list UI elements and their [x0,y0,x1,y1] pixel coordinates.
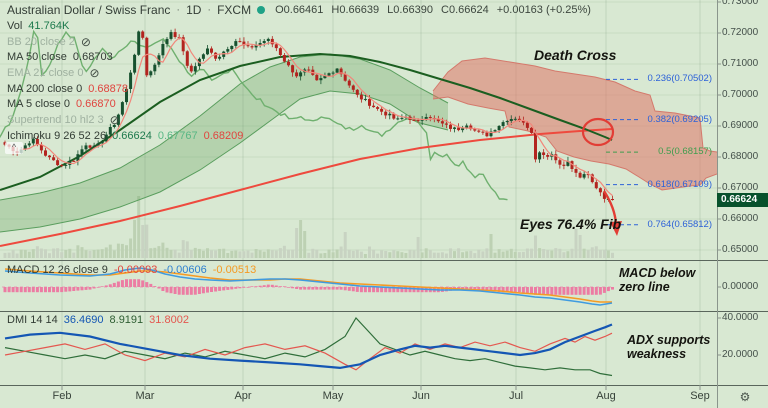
macd-note-annotation: MACD below zero line [619,266,696,294]
indicator-legend-row[interactable]: MA 50 close 0.68703 [7,49,243,65]
price-tick-label: 0.66000 [722,213,759,224]
indicator-legend-row[interactable]: DMI 14 14 36.4690 8.9191 31.8002 [7,312,189,328]
price-tick-label: 0.67000 [722,182,759,193]
indicator-label: MACD 12 26 close 9 [7,263,108,276]
indicator-value: 0.67767 [157,129,198,142]
candles [3,28,614,203]
price-tick-label: 0.65000 [722,244,759,255]
indicator-legend: Vol 41.764K BB 20 close 2 ⊘ MA 50 close 0.687… [7,18,243,144]
dmi-tick-label: 40.0000 [722,312,759,323]
price-tick-label: 0.69000 [722,120,759,131]
overlay-lines [0,29,613,247]
eyes-fib-annotation: Eyes 76.4% Fib [520,216,622,232]
fib-level-label: 0.5(0.68157) [658,146,712,158]
indicator-legend-row[interactable]: EMA 21 close 0 ⊘ [7,65,243,81]
fib-level-label: 0.236(0.70502) [647,73,712,85]
symbol-header: Australian Dollar / Swiss Franc · 1D · F… [7,3,591,17]
indicator-value: 41.764K [28,19,70,32]
month-label[interactable]: Aug [596,390,616,402]
indicator-legend-row[interactable]: MA 200 close 0 0.68878 [7,81,243,97]
close-value: C0.66624 [441,4,489,16]
low-value: L0.66390 [387,4,434,16]
indicator-label: MA 200 close 0 [7,82,83,95]
fib-retracement [606,78,640,226]
indicator-legend-row[interactable]: MA 5 close 0 0.66870 [7,96,243,112]
month-label[interactable]: Mar [135,390,155,402]
timeframe-selector[interactable]: 1D [186,3,202,17]
volume-bars [3,196,614,258]
change-value: +0.00163 (+0.25%) [496,4,591,16]
dmi-tick-label: 20.0000 [722,349,759,360]
ohlc-values: O0.66461 H0.66639 L0.66390 C0.66624 +0.0… [275,4,591,16]
indicator-value: 0.68209 [203,129,244,142]
month-label[interactable]: Sep [690,390,710,402]
indicator-label: MA 50 close [7,51,67,64]
month-label[interactable]: Feb [52,390,72,402]
macd-pane [2,267,614,306]
price-tick-label: 0.68000 [722,151,759,162]
exchange-label[interactable]: FXCM [217,3,252,17]
adx-note-annotation: ADX supports weakness [627,333,711,361]
indicator-label: Vol [7,19,23,32]
death-cross-annotation: Death Cross [534,47,617,63]
indicator-legend-row[interactable]: BB 20 close 2 ⊘ [7,34,243,50]
macd-zero-label: 0.00000 [722,281,759,292]
indicator-legend-row[interactable]: Supertrend 10 hl2 3 ⊘ [7,112,243,128]
price-tick-label: 0.71000 [722,58,759,69]
indicator-value: -0.00606 [163,263,207,276]
indicator-value: 0.66624 [112,129,152,142]
legend-collapse-button[interactable]: ^ [5,142,23,154]
fib-level-label: 0.382(0.69205) [647,113,712,125]
price-tick-label: 0.70000 [722,89,759,100]
price-axis[interactable]: 0.73000 0.72000 0.71000 0.70000 0.69000 0.680… [717,0,768,385]
indicator-label: MA 5 close 0 [7,98,70,111]
annotation-shapes [581,117,622,236]
indicator-value: 0.68703 [72,51,113,64]
indicator-value: 8.9191 [109,313,144,326]
indicator-value: 36.4690 [63,313,104,326]
indicator-label: Supertrend 10 hl2 3 [7,113,104,126]
settings-gear-icon[interactable]: ⚙ [739,390,751,404]
fib-level-label: 0.764(0.65812) [647,218,712,230]
indicator-legend-row[interactable]: Ichimoku 9 26 52 26 0.66624 0.67767 0.68209 [7,128,243,144]
month-label[interactable]: Jul [508,390,524,402]
macd-legend: MACD 12 26 close 9 -0.00093 -0.00606 -0.005… [7,262,256,278]
indicator-value: 31.8002 [149,313,189,326]
last-price-tag: 0.66624 [717,193,768,207]
death-cross-circle [581,117,615,147]
indicator-label: DMI 14 14 [7,313,58,326]
down-arrow-icon [602,190,618,225]
ichimoku-cloud [0,53,717,233]
indicator-legend-row[interactable]: Vol 41.764K [7,18,243,34]
time-axis[interactable]: Feb Mar Apr May Jun Jul Aug Sep ⚙ [0,385,768,408]
fib-level-label: 0.618(0.67109) [647,178,712,190]
visibility-off-icon[interactable]: ⊘ [109,112,120,127]
high-value: H0.66639 [331,4,380,16]
separator: · [207,4,212,16]
month-label[interactable]: Apr [234,390,252,402]
visibility-off-icon[interactable]: ⊘ [89,65,100,80]
indicator-label: Ichimoku 9 26 52 26 [7,129,107,142]
price-tick-label: 0.73000 [722,0,759,7]
month-label[interactable]: May [322,390,344,402]
separator: · [176,4,181,16]
indicator-legend-row[interactable]: MACD 12 26 close 9 -0.00093 -0.00606 -0.005… [7,262,256,278]
price-tick-label: 0.72000 [722,27,759,38]
dmi-legend: DMI 14 14 36.4690 8.9191 31.8002 [7,312,189,328]
open-value: O0.66461 [275,4,324,16]
market-status-dot[interactable] [257,6,266,14]
symbol-title[interactable]: Australian Dollar / Swiss Franc [7,3,171,17]
indicator-label: EMA 21 close 0 [7,66,84,79]
dmi-pane [4,317,613,377]
visibility-off-icon[interactable]: ⊘ [80,34,91,49]
indicator-label: BB 20 close 2 [7,35,75,48]
indicator-value: 0.68878 [88,82,128,95]
indicator-value: -0.00513 [212,263,257,276]
month-label[interactable]: Jun [412,390,430,402]
indicator-value: 0.66870 [75,98,116,111]
indicator-value: -0.00093 [113,263,158,276]
